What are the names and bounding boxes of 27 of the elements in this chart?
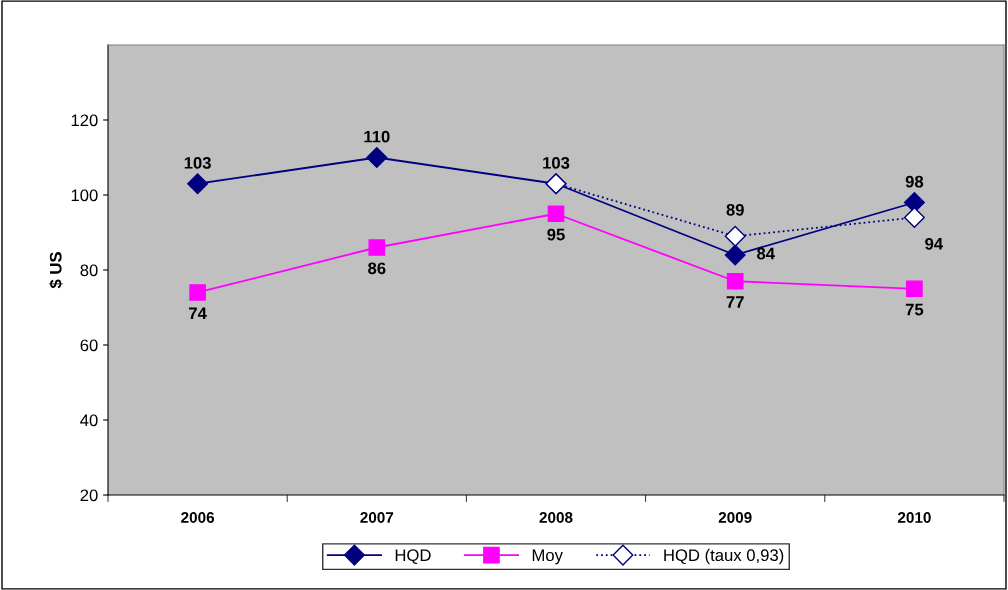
data-label: 94 [925, 237, 944, 250]
data-label: 74 [189, 307, 207, 320]
data-label: 110 [364, 130, 390, 143]
data-label: 95 [547, 228, 565, 241]
y-tick-label: 20 [80, 489, 98, 502]
y-tick-label: 40 [80, 414, 98, 427]
x-tick-label: 2009 [718, 512, 752, 523]
data-label: 84 [757, 247, 775, 260]
y-tick-label: 60 [80, 339, 98, 352]
data-label: 75 [905, 303, 924, 316]
legend-label: HQD [395, 549, 431, 565]
data-label: 86 [368, 262, 386, 275]
y-tick-label: 100 [71, 189, 98, 202]
x-tick-label: 2007 [360, 512, 394, 523]
data-label: 98 [905, 175, 924, 188]
y-tick-label: 120 [71, 114, 98, 127]
x-tick-label: 2010 [897, 512, 931, 523]
data-label: 103 [543, 156, 570, 169]
legend-label: Moy [532, 549, 563, 565]
y-tick-label: 80 [80, 264, 98, 277]
y-axis-title: $ US [49, 252, 63, 289]
data-label: 77 [726, 296, 744, 308]
x-tick-label: 2008 [539, 512, 573, 523]
legend-label: HQD (taux 0,93) [664, 548, 784, 565]
x-tick-label: 2006 [181, 512, 215, 523]
data-label: 103 [184, 156, 211, 169]
data-label: 89 [726, 203, 744, 216]
